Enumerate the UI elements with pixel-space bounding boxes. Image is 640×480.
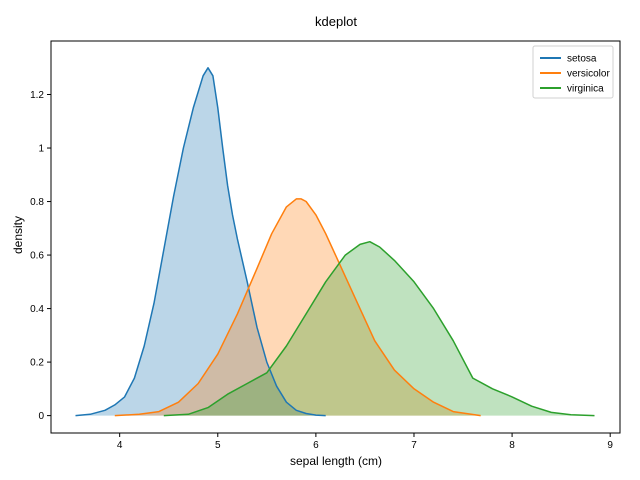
y-tick-label: 0.4 xyxy=(30,304,44,315)
y-tick-label: 1.2 xyxy=(30,90,44,101)
y-tick-label: 0.6 xyxy=(30,251,44,262)
x-tick-label: 4 xyxy=(117,440,123,451)
chart-title: kdeplot xyxy=(315,14,357,29)
virginica-line xyxy=(163,240,595,417)
setosa-line xyxy=(75,67,326,417)
x-axis-ticks: 4 5 6 7 8 9 xyxy=(117,433,613,451)
y-tick-label: 0.2 xyxy=(30,358,44,369)
setosa-legend-label: setosa xyxy=(567,54,597,65)
legend: setosa versicolor virginica xyxy=(532,45,614,99)
versicolor-legend-label: versicolor xyxy=(567,69,610,80)
y-tick-label: 1 xyxy=(38,144,44,155)
y-axis-ticks: 0 0.2 0.4 0.6 0.8 1 1.2 xyxy=(30,90,51,422)
versicolor-line xyxy=(114,198,481,417)
y-tick-label: 0 xyxy=(38,411,44,422)
x-tick-label: 8 xyxy=(509,440,515,451)
x-tick-label: 5 xyxy=(215,440,221,451)
density-lines xyxy=(75,67,595,417)
versicolor-area xyxy=(114,198,481,416)
x-tick-label: 9 xyxy=(607,440,613,451)
setosa-area xyxy=(75,67,326,416)
x-axis-label: sepal length (cm) xyxy=(290,454,382,468)
plot-area-frame xyxy=(50,40,621,434)
density-areas xyxy=(75,67,595,416)
y-axis-label: density xyxy=(11,216,25,254)
x-tick-label: 7 xyxy=(411,440,417,451)
y-tick-label: 0.8 xyxy=(30,197,44,208)
virginica-legend-label: virginica xyxy=(567,84,604,95)
x-tick-label: 6 xyxy=(313,440,319,451)
